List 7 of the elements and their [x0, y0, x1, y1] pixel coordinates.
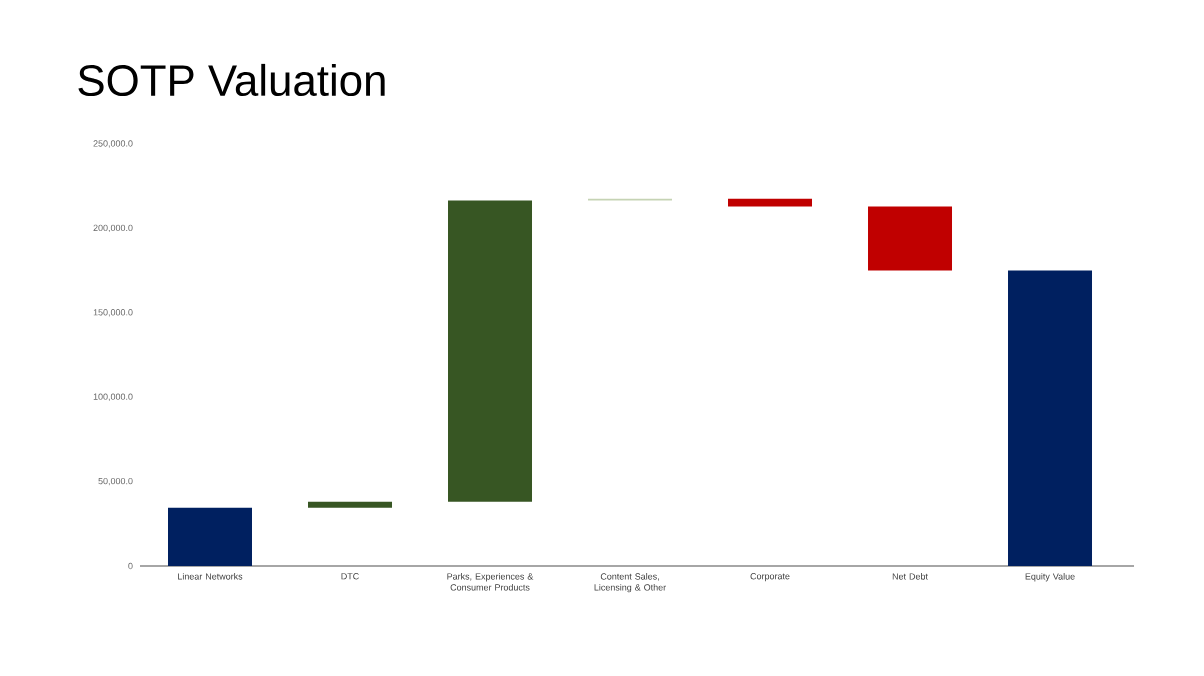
bar [448, 200, 533, 502]
bar [868, 206, 953, 271]
bar [308, 501, 393, 508]
bar [168, 507, 252, 566]
bar [728, 198, 813, 207]
bar [1008, 270, 1093, 566]
chart-title: SOTP Valuation [78, 63, 385, 97]
